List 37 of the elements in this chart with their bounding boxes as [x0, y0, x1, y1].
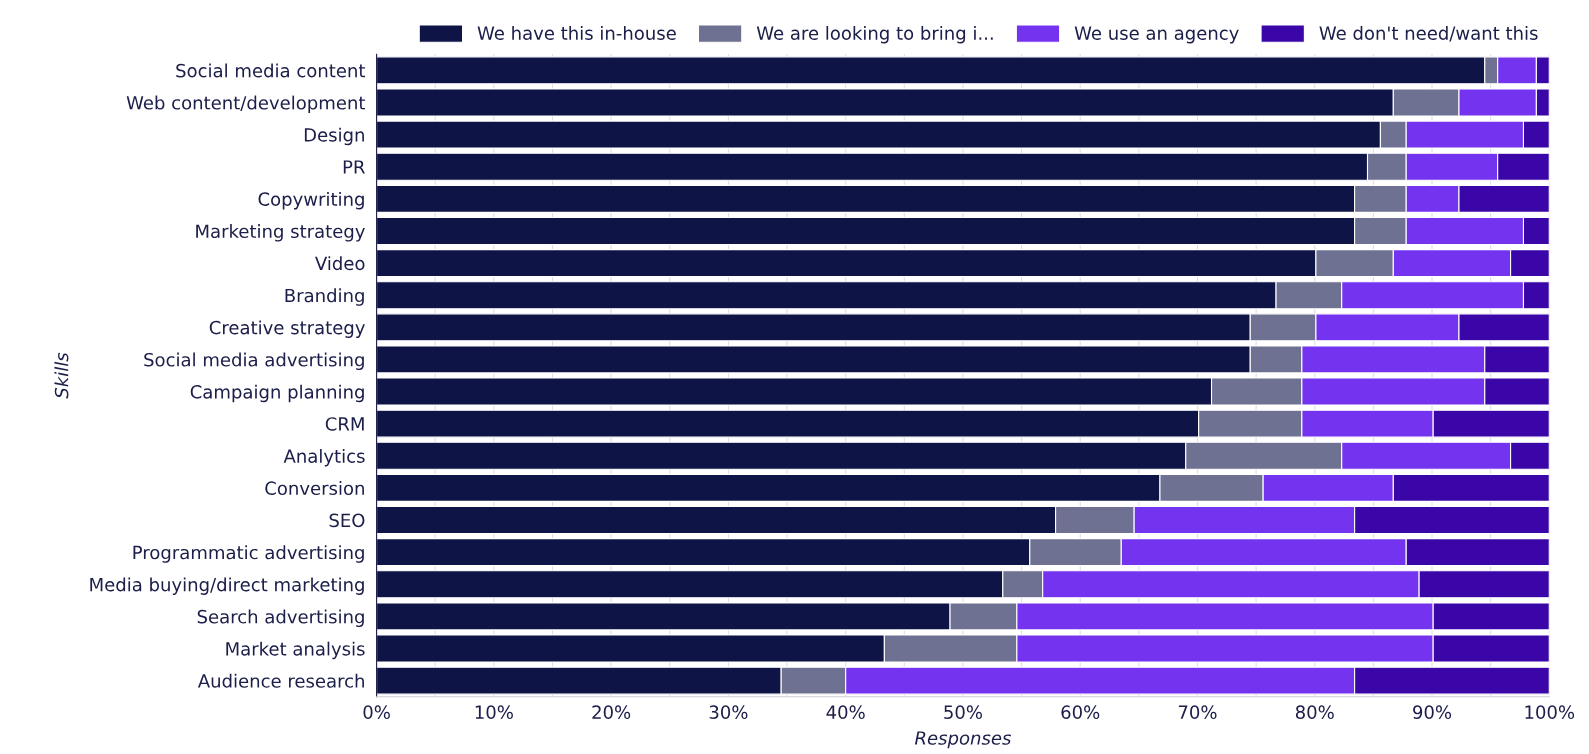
y-tick-label: Social media advertising	[144, 352, 364, 371]
x-tick-label: 20%	[592, 705, 631, 720]
y-tick-label: Branding	[285, 288, 364, 306]
x-tick-label: 50%	[944, 705, 982, 720]
y-tick-label: Market analysis	[226, 641, 365, 660]
y-tick-label: Analytics	[283, 448, 365, 467]
x-tick-label: 100%	[1525, 705, 1575, 720]
y-tick-label: Design	[304, 127, 364, 146]
x-tick-label: 80%	[1295, 705, 1334, 720]
y-tick-label: Audience research	[197, 673, 364, 688]
x-tick-label: 40%	[826, 705, 865, 720]
y-tick-label: CRM	[325, 417, 364, 431]
y-tick-label: Social media content	[176, 63, 366, 78]
y-tick-label: Copywriting	[258, 191, 364, 210]
x-tick-label: 60%	[1061, 705, 1100, 720]
y-tick-label: Web content/development	[126, 95, 366, 114]
legend-label: We are looking to bring i...	[756, 25, 993, 44]
y-tick-label: PR	[343, 160, 365, 174]
y-tick-label: Video	[315, 256, 365, 271]
x-tick-label: 90%	[1413, 705, 1452, 720]
x-tick-label: 30%	[709, 705, 748, 720]
y-tick-label: Programmatic advertising	[133, 545, 364, 563]
x-tick-label: 0%	[363, 705, 390, 720]
legend-label: We have this in-house	[477, 25, 676, 40]
y-tick-label: Media buying/direct marketing	[90, 577, 364, 595]
x-tick-label: 70%	[1178, 705, 1217, 720]
x-tick-label: 10%	[475, 705, 513, 720]
y-tick-label: Campaign planning	[190, 384, 364, 403]
y-axis-title: Skills	[54, 352, 69, 399]
y-tick-label: SEO	[329, 513, 365, 528]
y-tick-label: Search advertising	[197, 609, 364, 628]
y-tick-label: Marketing strategy	[196, 224, 365, 242]
y-tick-label: Creative strategy	[209, 320, 365, 338]
legend-label: We don't need/want this	[1319, 25, 1538, 42]
x-axis-title: Responses	[914, 731, 1012, 749]
y-tick-label: Conversion	[265, 481, 364, 496]
legend-label: We use an agency	[1074, 26, 1239, 44]
